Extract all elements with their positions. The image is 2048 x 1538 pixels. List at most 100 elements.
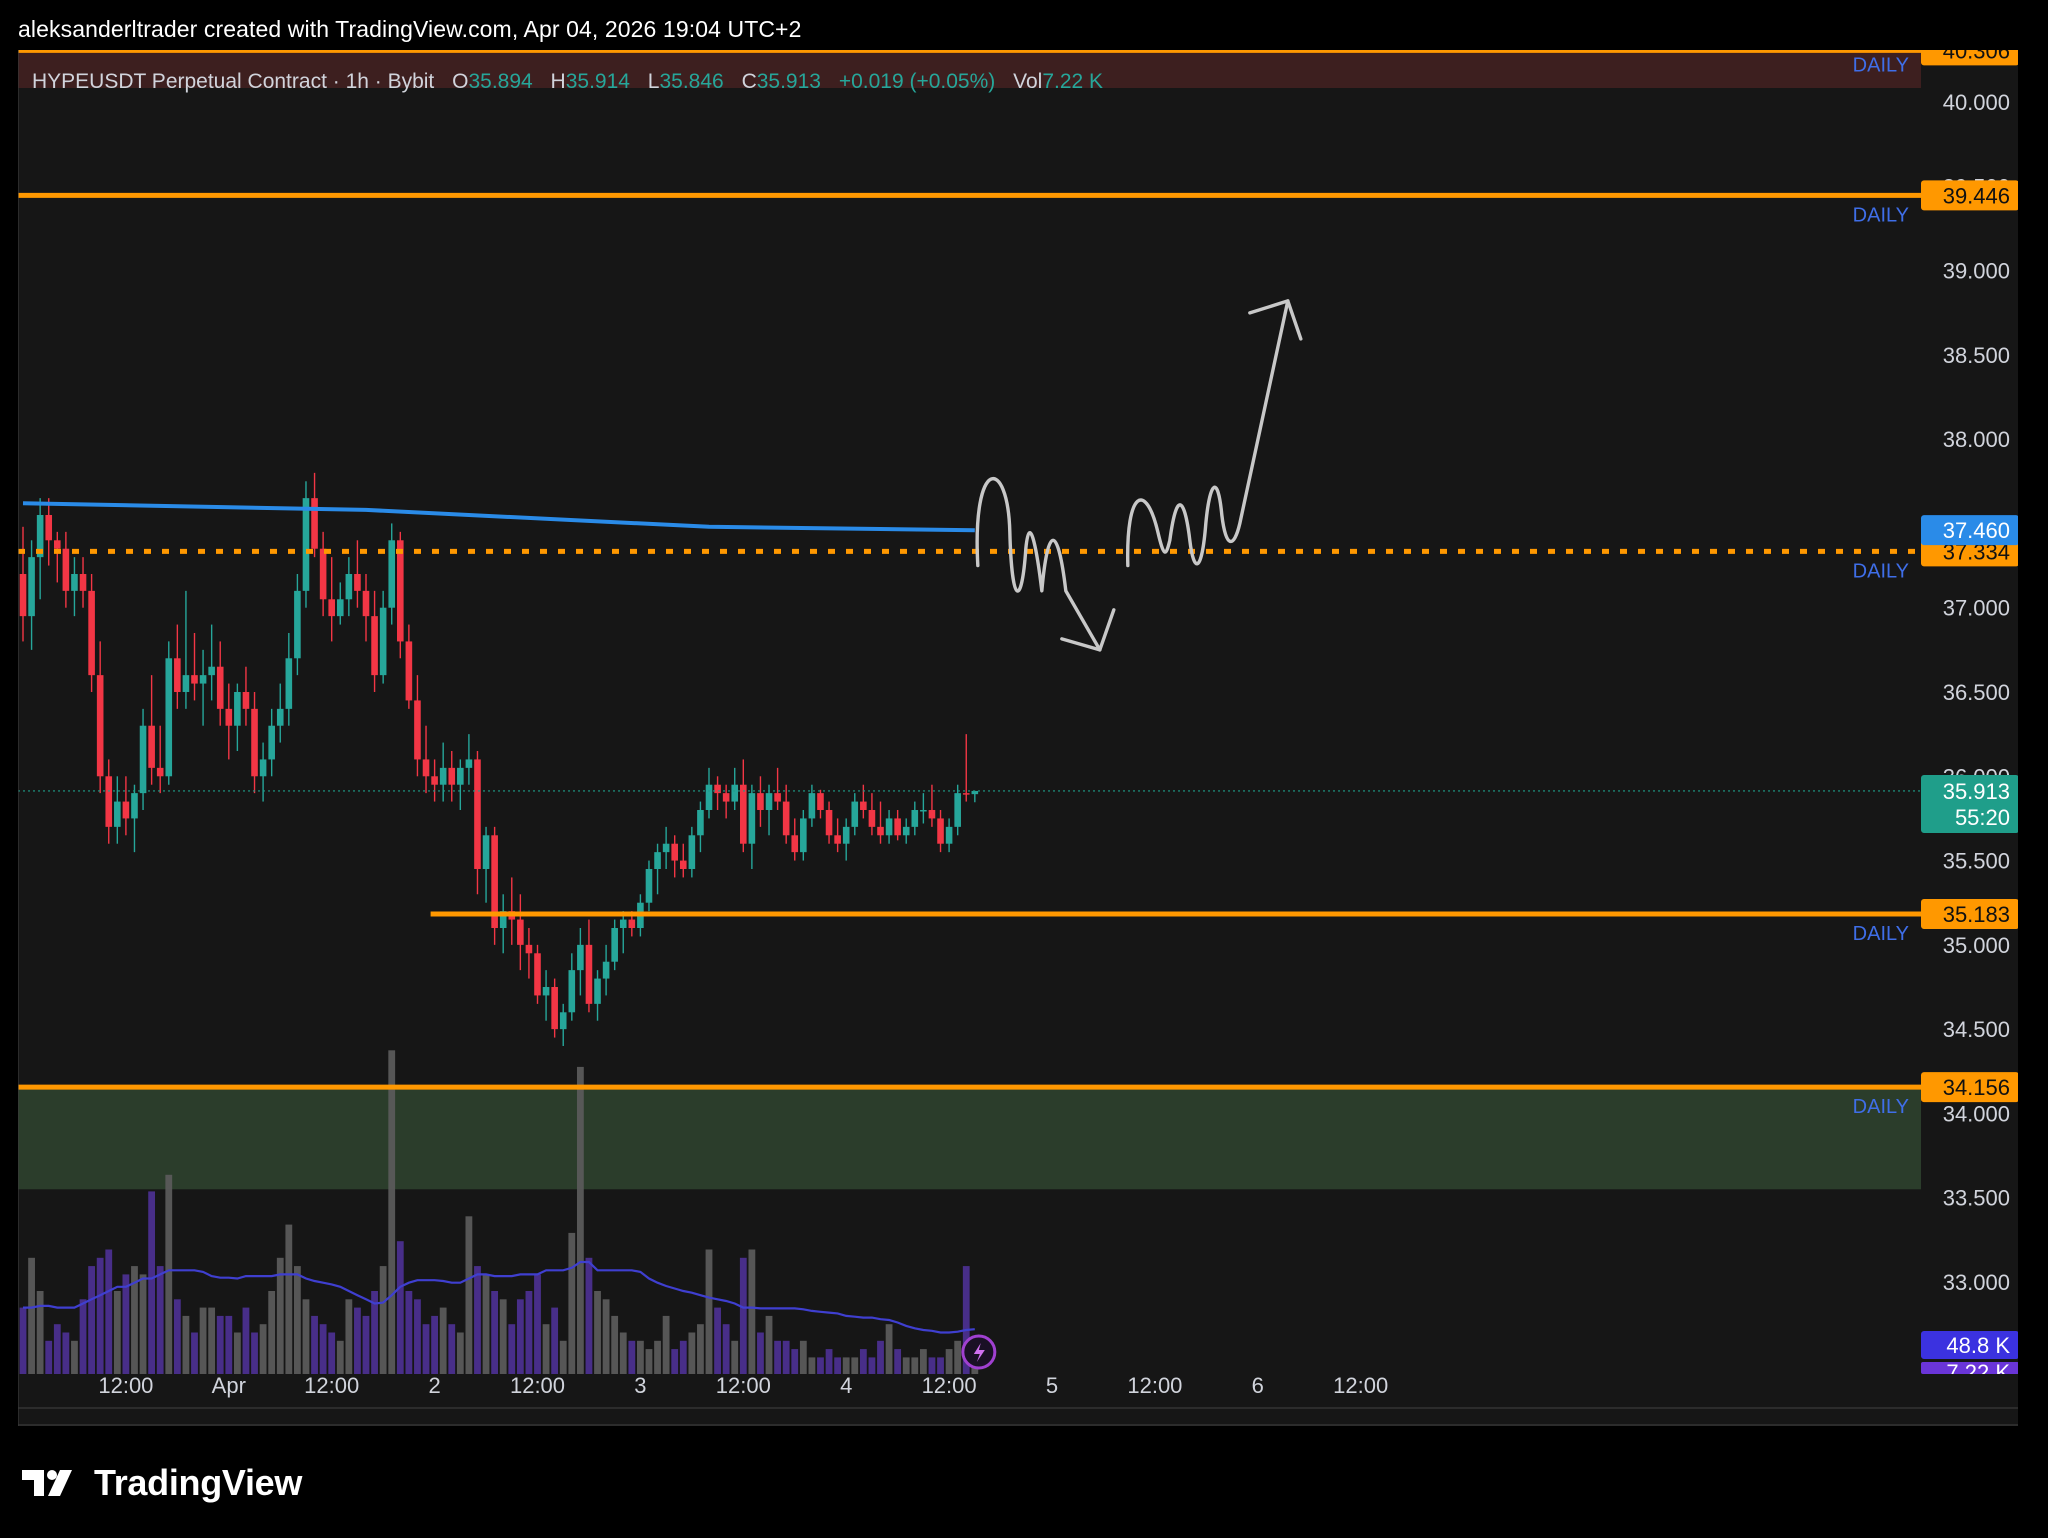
volume-bar — [714, 1307, 721, 1374]
volume-layer — [19, 1050, 979, 1374]
candle-body — [954, 793, 961, 827]
candle-body — [354, 574, 361, 591]
volume-bar — [774, 1340, 781, 1374]
volume-bar — [173, 1299, 181, 1374]
volume-bar — [834, 1357, 842, 1374]
candle-body — [808, 793, 816, 819]
volume-bar — [62, 1332, 70, 1374]
candle-body — [782, 801, 790, 836]
x-tick-label: 4 — [840, 1373, 852, 1398]
volume-bar — [542, 1324, 550, 1374]
candle-body — [54, 540, 61, 549]
volume-bar — [139, 1274, 147, 1374]
level-price-tag-bg — [1921, 899, 2018, 930]
tradingview-brand[interactable]: TradingView — [22, 1462, 302, 1504]
volume-bar — [954, 1340, 962, 1374]
candle-body — [131, 793, 138, 819]
candle-body — [731, 784, 739, 802]
candles-layer — [19, 472, 979, 1046]
volume-bar — [19, 1307, 27, 1374]
candle-body — [336, 599, 344, 617]
candle-body — [928, 810, 936, 819]
volume-bar — [319, 1324, 327, 1374]
candle-body — [585, 944, 593, 1004]
candle-body — [662, 843, 670, 853]
volume-ma-tag-bg — [1921, 1331, 2018, 1359]
candle-body — [654, 852, 661, 869]
volume-bar — [525, 1291, 533, 1374]
candle-body — [379, 607, 387, 676]
symbol-legend[interactable]: HYPEUSDT Perpetual Contract · 1h · Bybit… — [32, 70, 1103, 94]
volume-bar — [508, 1324, 516, 1374]
volume-bar — [354, 1307, 361, 1374]
x-tick-label: 2 — [428, 1373, 440, 1398]
candle-body — [800, 818, 807, 853]
volume-bar — [928, 1357, 936, 1374]
volume-bar — [474, 1266, 481, 1374]
lightning-bolt-icon — [973, 1343, 985, 1362]
volume-bar — [251, 1332, 258, 1374]
level-price-tag: 39.446 — [1943, 183, 2010, 208]
candle-body — [319, 548, 327, 600]
x-tick-label: 12:00 — [98, 1373, 153, 1398]
candle-body — [45, 515, 53, 541]
volume-bar — [71, 1340, 78, 1374]
candle-body — [885, 818, 893, 836]
candle-body — [216, 666, 224, 709]
legend-high-value: 35.914 — [565, 70, 630, 93]
volume-bar — [113, 1291, 121, 1374]
volume-bar — [294, 1266, 301, 1374]
brand-name: TradingView — [94, 1462, 303, 1503]
volume-bar — [276, 1257, 284, 1374]
volume-bar — [456, 1332, 464, 1374]
candle-body — [174, 658, 181, 692]
volume-bar — [371, 1291, 378, 1374]
candle-body — [499, 911, 507, 928]
level-price-tag: 40.306 — [1943, 50, 2010, 63]
legend-open-value: 35.894 — [468, 70, 533, 93]
candle-body — [679, 860, 687, 869]
chart-pane[interactable]: DAILY DAILY DAILY DAILY DAILY 40.000 39.000 38… — [18, 50, 2018, 1426]
volume-bar — [465, 1216, 473, 1374]
volume-bar — [199, 1307, 207, 1374]
candle-body — [294, 590, 301, 659]
candle-body — [628, 919, 636, 928]
candle-body — [431, 776, 438, 785]
x-tick-label: 12:00 — [510, 1373, 565, 1398]
volume-bar — [36, 1291, 44, 1374]
level-price-tag-bg — [1921, 50, 2018, 66]
legend-change: +0.019 (+0.05%) — [838, 70, 996, 93]
candle-body — [868, 810, 876, 827]
volume-bar — [937, 1357, 944, 1374]
arrow-up-icon — [1248, 299, 1303, 341]
candle-body — [740, 784, 747, 844]
volume-bar — [782, 1340, 790, 1374]
volume-bar — [233, 1332, 241, 1374]
volume-bar — [242, 1307, 250, 1374]
candle-body — [448, 767, 456, 785]
demand-zone — [18, 1087, 1921, 1190]
candle-body — [397, 540, 404, 642]
x-tick-label: 6 — [1252, 1373, 1264, 1398]
candle-body — [842, 826, 850, 844]
volume-bar — [328, 1332, 336, 1374]
y-tick-label: 36.500 — [1943, 680, 2010, 705]
ema-price-tag: 37.460 — [1943, 518, 2010, 543]
volume-bar — [414, 1299, 421, 1374]
chart-canvas[interactable]: DAILY DAILY DAILY DAILY DAILY 40.000 39.000 38… — [18, 50, 2018, 1426]
volume-bar — [431, 1315, 438, 1374]
candle-body — [962, 793, 970, 795]
candle-body — [688, 835, 696, 869]
scenario-up-path — [1126, 299, 1290, 568]
candle-body — [439, 767, 447, 785]
candle-body — [482, 835, 490, 869]
x-tick-label: 12:00 — [1333, 1373, 1388, 1398]
candle-body — [28, 557, 35, 617]
candle-body — [551, 987, 558, 1030]
volume-bar — [705, 1249, 713, 1374]
legend-symbol: HYPEUSDT Perpetual Contract · 1h · Bybit — [32, 70, 435, 93]
candle-body — [671, 843, 678, 861]
candle-body — [199, 675, 207, 684]
volume-bar — [619, 1332, 627, 1374]
volume-bar — [302, 1299, 310, 1374]
